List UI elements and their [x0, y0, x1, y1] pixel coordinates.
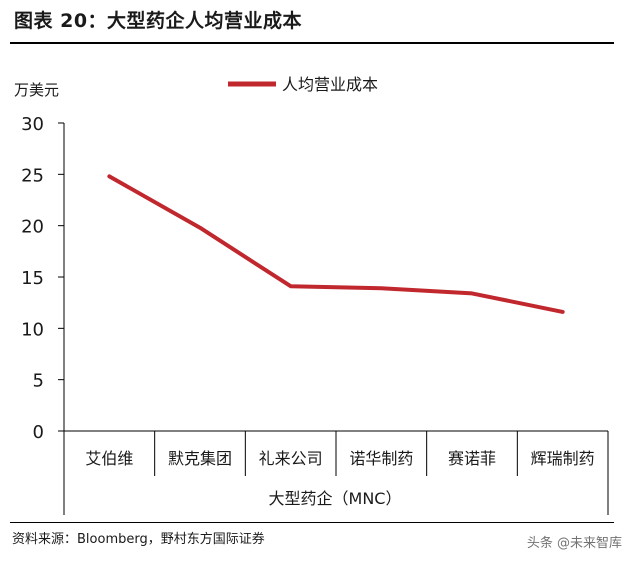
y-tick-label: 30	[21, 114, 44, 135]
y-tick-label: 15	[21, 268, 44, 289]
y-tick-label: 10	[21, 319, 44, 340]
title-rule	[10, 42, 614, 44]
x-axis-label: 大型药企（MNC）	[269, 489, 402, 508]
footer-rule	[10, 522, 614, 523]
x-tick-label: 辉瑞制药	[531, 449, 595, 468]
series-lines	[107, 174, 565, 314]
legend: 人均营业成本	[228, 75, 378, 94]
y-tick-label: 0	[33, 422, 44, 443]
y-tick-label: 20	[21, 217, 44, 238]
y-tick-label: 25	[21, 165, 44, 186]
series-line	[107, 174, 565, 314]
x-tick-label: 礼来公司	[259, 449, 323, 468]
x-tick-label: 诺华制药	[349, 449, 413, 468]
y-tick-label: 5	[33, 371, 44, 392]
source-note: 资料来源：Bloomberg，野村东方国际证券	[12, 532, 265, 547]
axes	[58, 122, 609, 515]
y-axis-label: 万美元	[14, 81, 59, 99]
watermark: 头条 @未来智库	[526, 536, 622, 551]
x-tick-label: 默克集团	[168, 449, 232, 468]
legend-label: 人均营业成本	[282, 75, 378, 94]
figure-title: 图表 20：大型药企人均营业成本	[14, 10, 303, 32]
y-tick-labels: 0 5 10 15 20 25 30	[21, 114, 44, 443]
x-tick-label: 艾伯维	[85, 449, 133, 468]
x-tick-labels: 艾伯维 默克集团 礼来公司 诺华制药 赛诺菲 辉瑞制药	[85, 449, 594, 468]
x-tick-label: 赛诺菲	[448, 449, 496, 468]
chart: 万美元 人均营业成本 0 5 10 15 20 25 30 艾伯维 默克集团 礼来公司 诺华制药 赛…	[14, 75, 609, 515]
